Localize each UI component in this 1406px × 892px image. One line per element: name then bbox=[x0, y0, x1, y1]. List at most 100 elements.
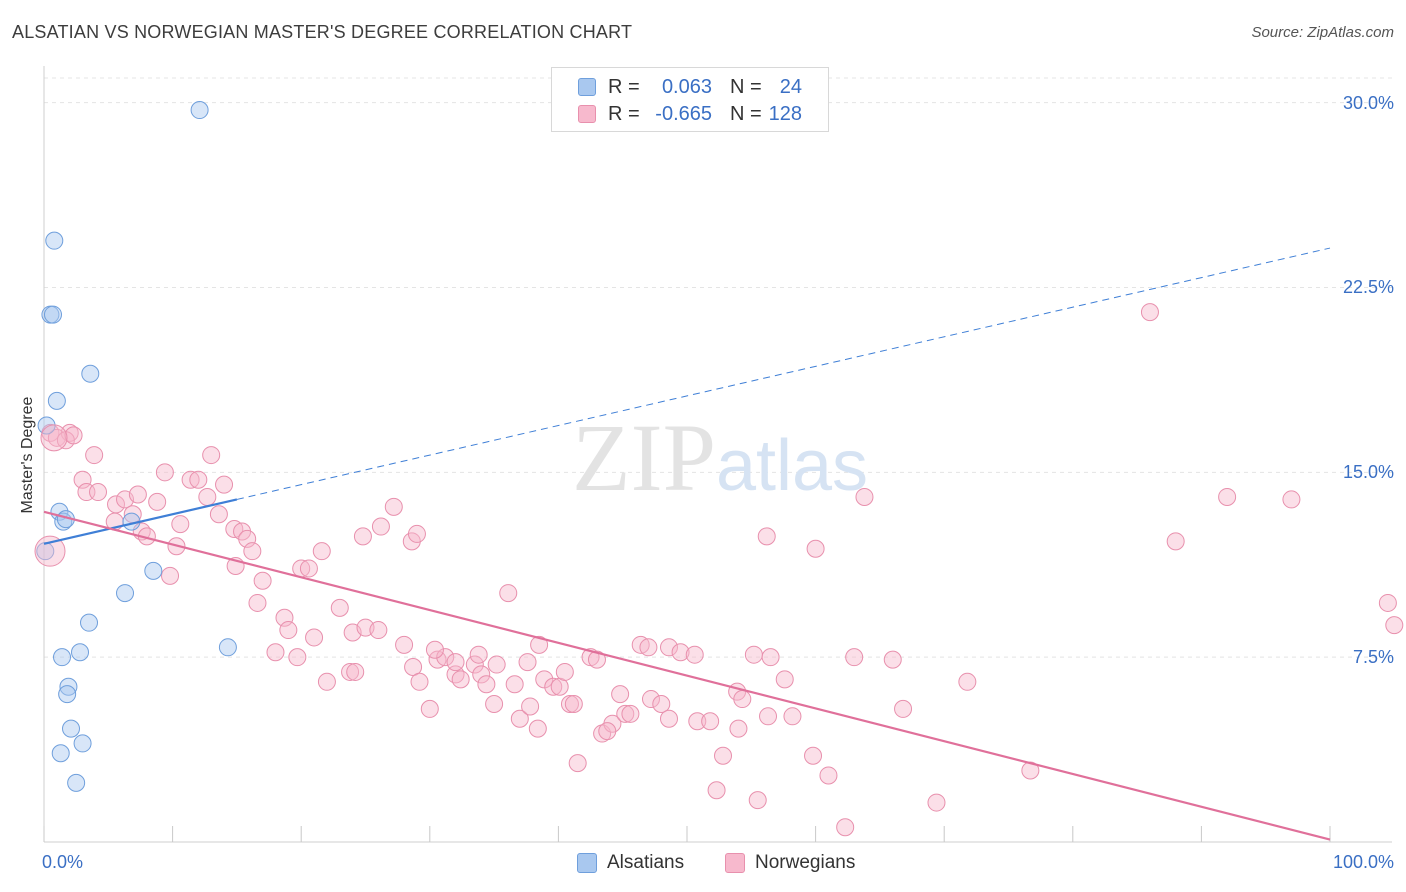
norwegians-points bbox=[41, 303, 1404, 837]
alsatians-point-21 bbox=[51, 744, 70, 763]
norwegians-point-37 bbox=[299, 559, 318, 578]
legend-row-alsatians: R = 0.063 N = 24 bbox=[578, 76, 802, 98]
n-value: 128 bbox=[768, 102, 802, 125]
norwegians-point-68 bbox=[487, 655, 506, 674]
norwegians-large-point-2 bbox=[40, 424, 68, 452]
norwegians-point-43 bbox=[305, 628, 324, 647]
norwegians-point-62 bbox=[446, 653, 465, 672]
norwegians-point-11 bbox=[128, 485, 147, 504]
alsatians-point-0 bbox=[190, 101, 209, 120]
data-points bbox=[34, 101, 1404, 837]
norwegians-point-49 bbox=[395, 635, 414, 654]
norwegians-point-60 bbox=[425, 640, 444, 659]
norwegians-point-91 bbox=[621, 704, 640, 723]
norwegians-point-45 bbox=[341, 662, 360, 681]
norwegians-large-point bbox=[34, 535, 66, 567]
norwegians-point-5 bbox=[85, 446, 104, 465]
n-label: N = bbox=[730, 75, 762, 98]
y-tick-label-1: 15.0% bbox=[1342, 462, 1394, 483]
norwegians-point-72 bbox=[510, 709, 529, 728]
norwegians-point-50 bbox=[353, 527, 372, 546]
gridlines bbox=[44, 77, 1392, 658]
norwegians-point-121 bbox=[958, 672, 977, 691]
norwegians-point-89 bbox=[611, 685, 630, 704]
norwegians-point-120 bbox=[927, 793, 946, 812]
norwegians-legend-swatch bbox=[725, 853, 745, 873]
alsatians-legend-label: Alsatians bbox=[607, 852, 685, 873]
norwegians-point-108 bbox=[748, 791, 767, 810]
norwegians-point-32 bbox=[253, 571, 272, 590]
norwegians-point-63 bbox=[451, 670, 470, 689]
norwegians-point-75 bbox=[528, 719, 547, 738]
norwegians-point-115 bbox=[836, 818, 855, 837]
alsatians-point-4 bbox=[81, 364, 100, 383]
norwegians-legend-label: Norwegians bbox=[755, 852, 856, 873]
alsatians-point-12 bbox=[80, 613, 99, 632]
alsatians-point-1 bbox=[45, 231, 64, 250]
norwegians-point-90 bbox=[616, 704, 635, 723]
norwegians-point-110 bbox=[761, 648, 780, 667]
norwegians-point-107 bbox=[744, 645, 763, 664]
norwegians-point-74 bbox=[521, 697, 540, 716]
norwegians-point-102 bbox=[707, 781, 726, 800]
norwegians-point-69 bbox=[485, 694, 504, 713]
norwegians-point-114 bbox=[819, 766, 838, 785]
watermark: ZIPatlas bbox=[572, 404, 868, 511]
norwegians-point-12 bbox=[148, 492, 167, 511]
norwegians-point-93 bbox=[639, 638, 658, 657]
alsatians-point-17 bbox=[59, 677, 78, 696]
norwegians-point-94 bbox=[641, 690, 660, 709]
n-label: N = bbox=[730, 102, 762, 125]
norwegians-point-117 bbox=[845, 648, 864, 667]
alsatians-trend-line bbox=[43, 498, 238, 545]
norwegians-point-8 bbox=[89, 483, 108, 502]
norwegians-point-41 bbox=[266, 643, 285, 662]
norwegians-point-97 bbox=[659, 638, 678, 657]
y-axis-label: Master's Degree bbox=[19, 396, 36, 514]
norwegians-point-66 bbox=[469, 645, 488, 664]
norwegians-point-70 bbox=[499, 584, 518, 603]
norwegians-point-127 bbox=[1378, 593, 1397, 612]
norwegians-trend-line bbox=[43, 510, 1331, 841]
y-tick-label-2: 22.5% bbox=[1342, 277, 1394, 298]
norwegians-point-83 bbox=[568, 754, 587, 773]
y-tick-label-0: 7.5% bbox=[1352, 647, 1394, 668]
norwegians-point-39 bbox=[330, 598, 349, 617]
norwegians-point-112 bbox=[783, 707, 802, 726]
norwegians-point-35 bbox=[279, 621, 298, 640]
norwegians-point-24 bbox=[171, 515, 190, 534]
y-tick-label-3: 30.0% bbox=[1342, 92, 1394, 113]
norwegians-point-65 bbox=[472, 665, 491, 684]
norwegians-point-29 bbox=[243, 542, 262, 561]
norwegians-point-31 bbox=[161, 566, 180, 585]
norwegians-point-109 bbox=[759, 707, 778, 726]
norwegians-point-59 bbox=[436, 648, 455, 667]
norwegians-point-116 bbox=[855, 487, 874, 506]
r-value: 0.063 bbox=[661, 75, 712, 98]
trend-lines bbox=[43, 247, 1331, 841]
norwegians-point-81 bbox=[560, 694, 579, 713]
alsatians-point-6 bbox=[37, 416, 56, 435]
norwegians-point-77 bbox=[535, 670, 554, 689]
norwegians-point-56 bbox=[410, 672, 429, 691]
legend-item-alsatians[interactable]: Alsatians bbox=[577, 852, 684, 874]
norwegians-point-126 bbox=[1282, 490, 1301, 509]
alsatians-point-11 bbox=[116, 584, 135, 603]
norwegians-point-19 bbox=[215, 475, 234, 494]
alsatians-point-22 bbox=[67, 773, 86, 792]
norwegians-point-52 bbox=[384, 497, 403, 516]
axes bbox=[43, 66, 1392, 843]
norwegians-point-51 bbox=[371, 517, 390, 536]
x-tick-label-min: 0.0% bbox=[42, 852, 84, 872]
norwegians-point-124 bbox=[1166, 532, 1185, 551]
n-value: 24 bbox=[779, 75, 802, 98]
norwegians-point-80 bbox=[555, 662, 574, 681]
norwegians-point-48 bbox=[369, 621, 388, 640]
norwegians-point-128 bbox=[1385, 616, 1404, 635]
norwegians-point-15 bbox=[189, 470, 208, 489]
alsatians-point-16 bbox=[218, 638, 237, 657]
alsatians-point-5 bbox=[47, 391, 66, 410]
legend-item-norwegians[interactable]: Norwegians bbox=[725, 852, 855, 874]
norwegians-point-113 bbox=[804, 746, 823, 765]
